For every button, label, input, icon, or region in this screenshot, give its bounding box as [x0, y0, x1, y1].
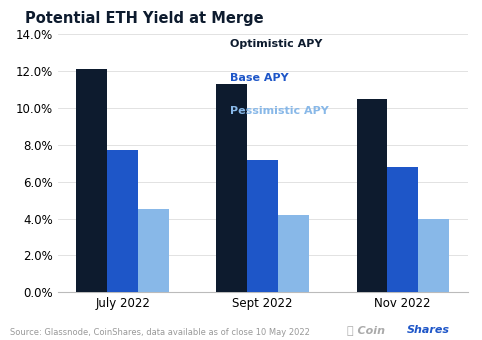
Bar: [77, 69, 107, 292]
Bar: [216, 84, 247, 292]
Bar: [418, 219, 449, 292]
Text: Source: Glassnode, CoinShares, data available as of close 10 May 2022: Source: Glassnode, CoinShares, data avai…: [10, 328, 309, 337]
Bar: [388, 167, 418, 292]
Text: Potential ETH Yield at Merge: Potential ETH Yield at Merge: [25, 11, 264, 26]
Bar: [138, 209, 169, 292]
Text: Base APY: Base APY: [230, 73, 289, 83]
Text: Optimistic APY: Optimistic APY: [230, 39, 322, 49]
Text: Shares: Shares: [407, 325, 450, 335]
Bar: [247, 159, 278, 292]
Text: Pessimistic APY: Pessimistic APY: [230, 106, 329, 116]
Text: ⓘ Coin: ⓘ Coin: [347, 325, 385, 335]
Bar: [357, 99, 388, 292]
Bar: [107, 150, 138, 292]
Bar: [278, 215, 309, 292]
